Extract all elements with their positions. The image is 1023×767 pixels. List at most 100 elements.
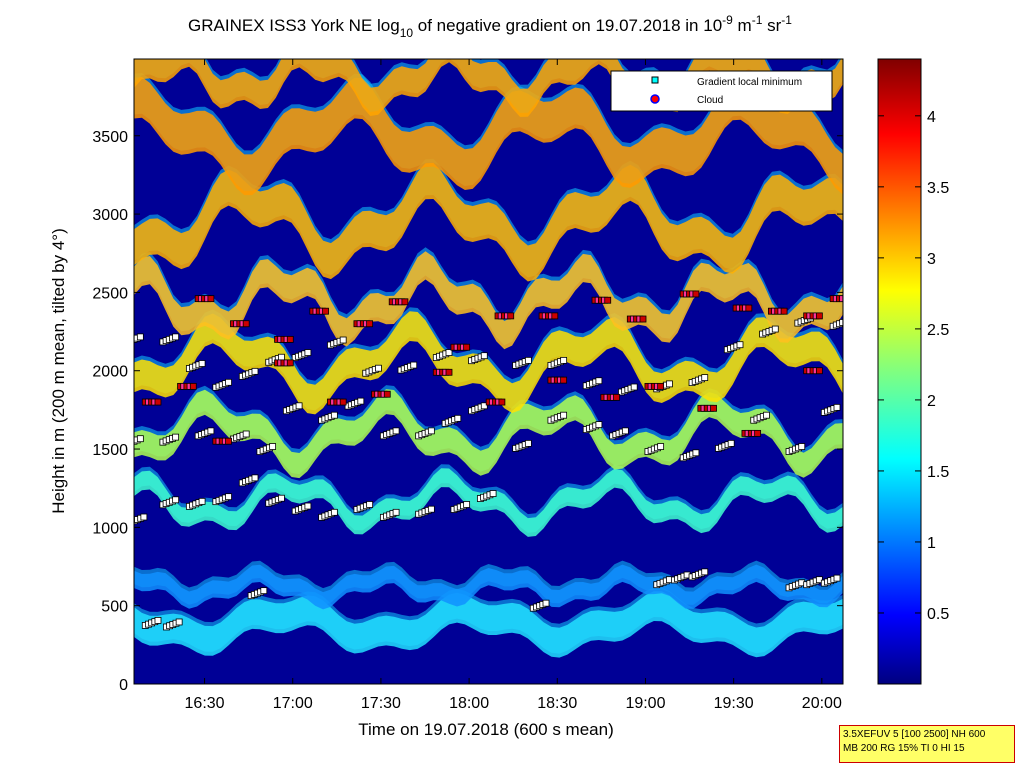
colorbar-tick-label: 1 (927, 535, 936, 552)
colorbar-tick-label: 0.5 (927, 606, 949, 623)
gradient-minimum-marker (375, 364, 382, 372)
gradient-minimum-marker (560, 411, 568, 419)
info-line-2: MB 200 RG 15% TI 0 HI 15 (843, 743, 965, 754)
gradient-minimum-marker (427, 505, 435, 513)
gradient-minimum-marker (542, 599, 550, 607)
colorbar-tick-label: 3 (927, 251, 936, 268)
cloud-marker (286, 359, 294, 367)
heatmap-band (134, 77, 843, 196)
gradient-minimum-marker (763, 411, 770, 419)
gradient-minimum-marker (260, 587, 268, 595)
gradient-minimum-marker (366, 501, 374, 508)
cloud-marker (207, 295, 215, 303)
cloud-marker (745, 304, 753, 312)
chart-title: GRAINEX ISS3 York NE log10 of negative g… (188, 13, 792, 40)
x-axis: 16:30 17:00 17:30 18:00 18:30 19:00 19:30 20:00 (185, 59, 842, 712)
gradient-minimum-marker (463, 501, 471, 508)
gradient-minimum-marker (304, 349, 312, 356)
legend-box (610, 70, 833, 112)
y-tick-label: 0 (119, 677, 128, 694)
gradient-minimum-marker (207, 427, 215, 435)
gradient-minimum-marker (330, 411, 338, 419)
x-axis-label: Time on 19.07.2018 (600 s mean) (358, 720, 613, 739)
y-tick-label: 500 (101, 599, 128, 616)
heatmap-band (134, 251, 843, 350)
gradient-minimum-marker (125, 339, 131, 345)
gradient-minimum-marker (657, 443, 665, 450)
gradient-minimum-marker (134, 518, 135, 526)
cloud-marker (445, 368, 453, 376)
gradient-minimum-marker (480, 402, 488, 410)
gradient-minimum-marker (595, 377, 603, 385)
gradient-minimum-marker (560, 356, 568, 364)
legend-square-marker (651, 76, 659, 84)
gradient-minimum-marker (251, 367, 259, 375)
cloud-marker (507, 312, 515, 320)
y-tick-label: 3500 (92, 129, 128, 146)
gradient-minimum-marker (666, 380, 673, 388)
cloud-marker (498, 398, 506, 406)
legend-label-minimum: Gradient local minimum (697, 77, 802, 88)
gradient-minimum-marker (251, 474, 259, 482)
gradient-minimum-marker (692, 449, 700, 457)
cloud-marker (366, 320, 374, 328)
gradient-minimum-marker (833, 574, 841, 582)
gradient-minimum-marker (136, 333, 144, 341)
x-tick-label: 20:00 (802, 695, 842, 712)
gradient-minimum-marker (172, 333, 180, 341)
gradient-minimum-marker (630, 383, 638, 391)
gradient-minimum-marker (454, 414, 462, 422)
plot-frame (133, 58, 844, 685)
gradient-minimum-marker (295, 402, 303, 410)
x-tick-label: 18:30 (537, 695, 577, 712)
colorbar-tick-label: 3.5 (927, 180, 949, 197)
legend-circle-marker (650, 94, 660, 104)
y-tick-label: 1000 (92, 520, 128, 537)
x-tick-label: 18:00 (449, 695, 489, 712)
cloud-marker (560, 376, 568, 384)
heatmap-field (134, 59, 843, 658)
cloud-marker (225, 437, 232, 445)
gradient-minimum-marker (242, 430, 250, 438)
colorbar-tick-label: 1.5 (927, 464, 949, 481)
cloud-marker (551, 312, 559, 320)
x-tick-label: 16:30 (185, 695, 225, 712)
info-line-1: 3.5XEFUV 5 [100 2500] NH 600 (843, 729, 986, 740)
x-tick-label: 19:30 (714, 695, 754, 712)
colorbar-tick-label: 2 (927, 393, 936, 410)
gradient-minimum-marker (154, 617, 162, 624)
gradient-minimum-marker (175, 618, 183, 626)
gradient-minimum-marker (410, 361, 418, 369)
colorbar-tick-label: 2.5 (927, 322, 949, 339)
gradient-minimum-marker (771, 325, 779, 333)
heatmap-band (134, 162, 843, 282)
cloud-marker (842, 295, 843, 303)
gradient-minimum-marker (392, 508, 400, 516)
gradient-minimum-marker (701, 568, 709, 576)
cloud-marker (154, 398, 162, 406)
gradient-minimum-marker (833, 403, 841, 411)
heatmap-band (134, 591, 843, 658)
gradient-minimum-marker (815, 576, 823, 584)
cloud-marker (613, 393, 620, 401)
gradient-minimum-marker (701, 374, 709, 382)
y-tick-label: 3000 (92, 207, 128, 224)
y-axis: 0 500 1000 1500 2000 2500 3000 3500 (92, 129, 843, 694)
gradient-minimum-marker (134, 337, 135, 345)
gradient-minimum-marker (427, 427, 435, 435)
cloud-marker (242, 320, 250, 328)
cloud-marker (780, 307, 788, 315)
colorbar-gradient (877, 58, 922, 685)
cloud-marker (322, 307, 329, 315)
gradient-minimum-marker (392, 427, 400, 435)
gradient-minimum-marker (134, 439, 135, 446)
gradient-minimum-marker (736, 341, 744, 349)
y-tick-label: 2000 (92, 364, 128, 381)
gradient-minimum-marker (621, 427, 629, 435)
cloud-marker (286, 335, 294, 343)
gradient-minimum-marker (136, 435, 144, 443)
gradient-minimum-marker (198, 497, 206, 505)
cloud-marker (754, 429, 762, 437)
cloud-marker (604, 296, 612, 304)
legend-label-cloud: Cloud (697, 95, 723, 106)
